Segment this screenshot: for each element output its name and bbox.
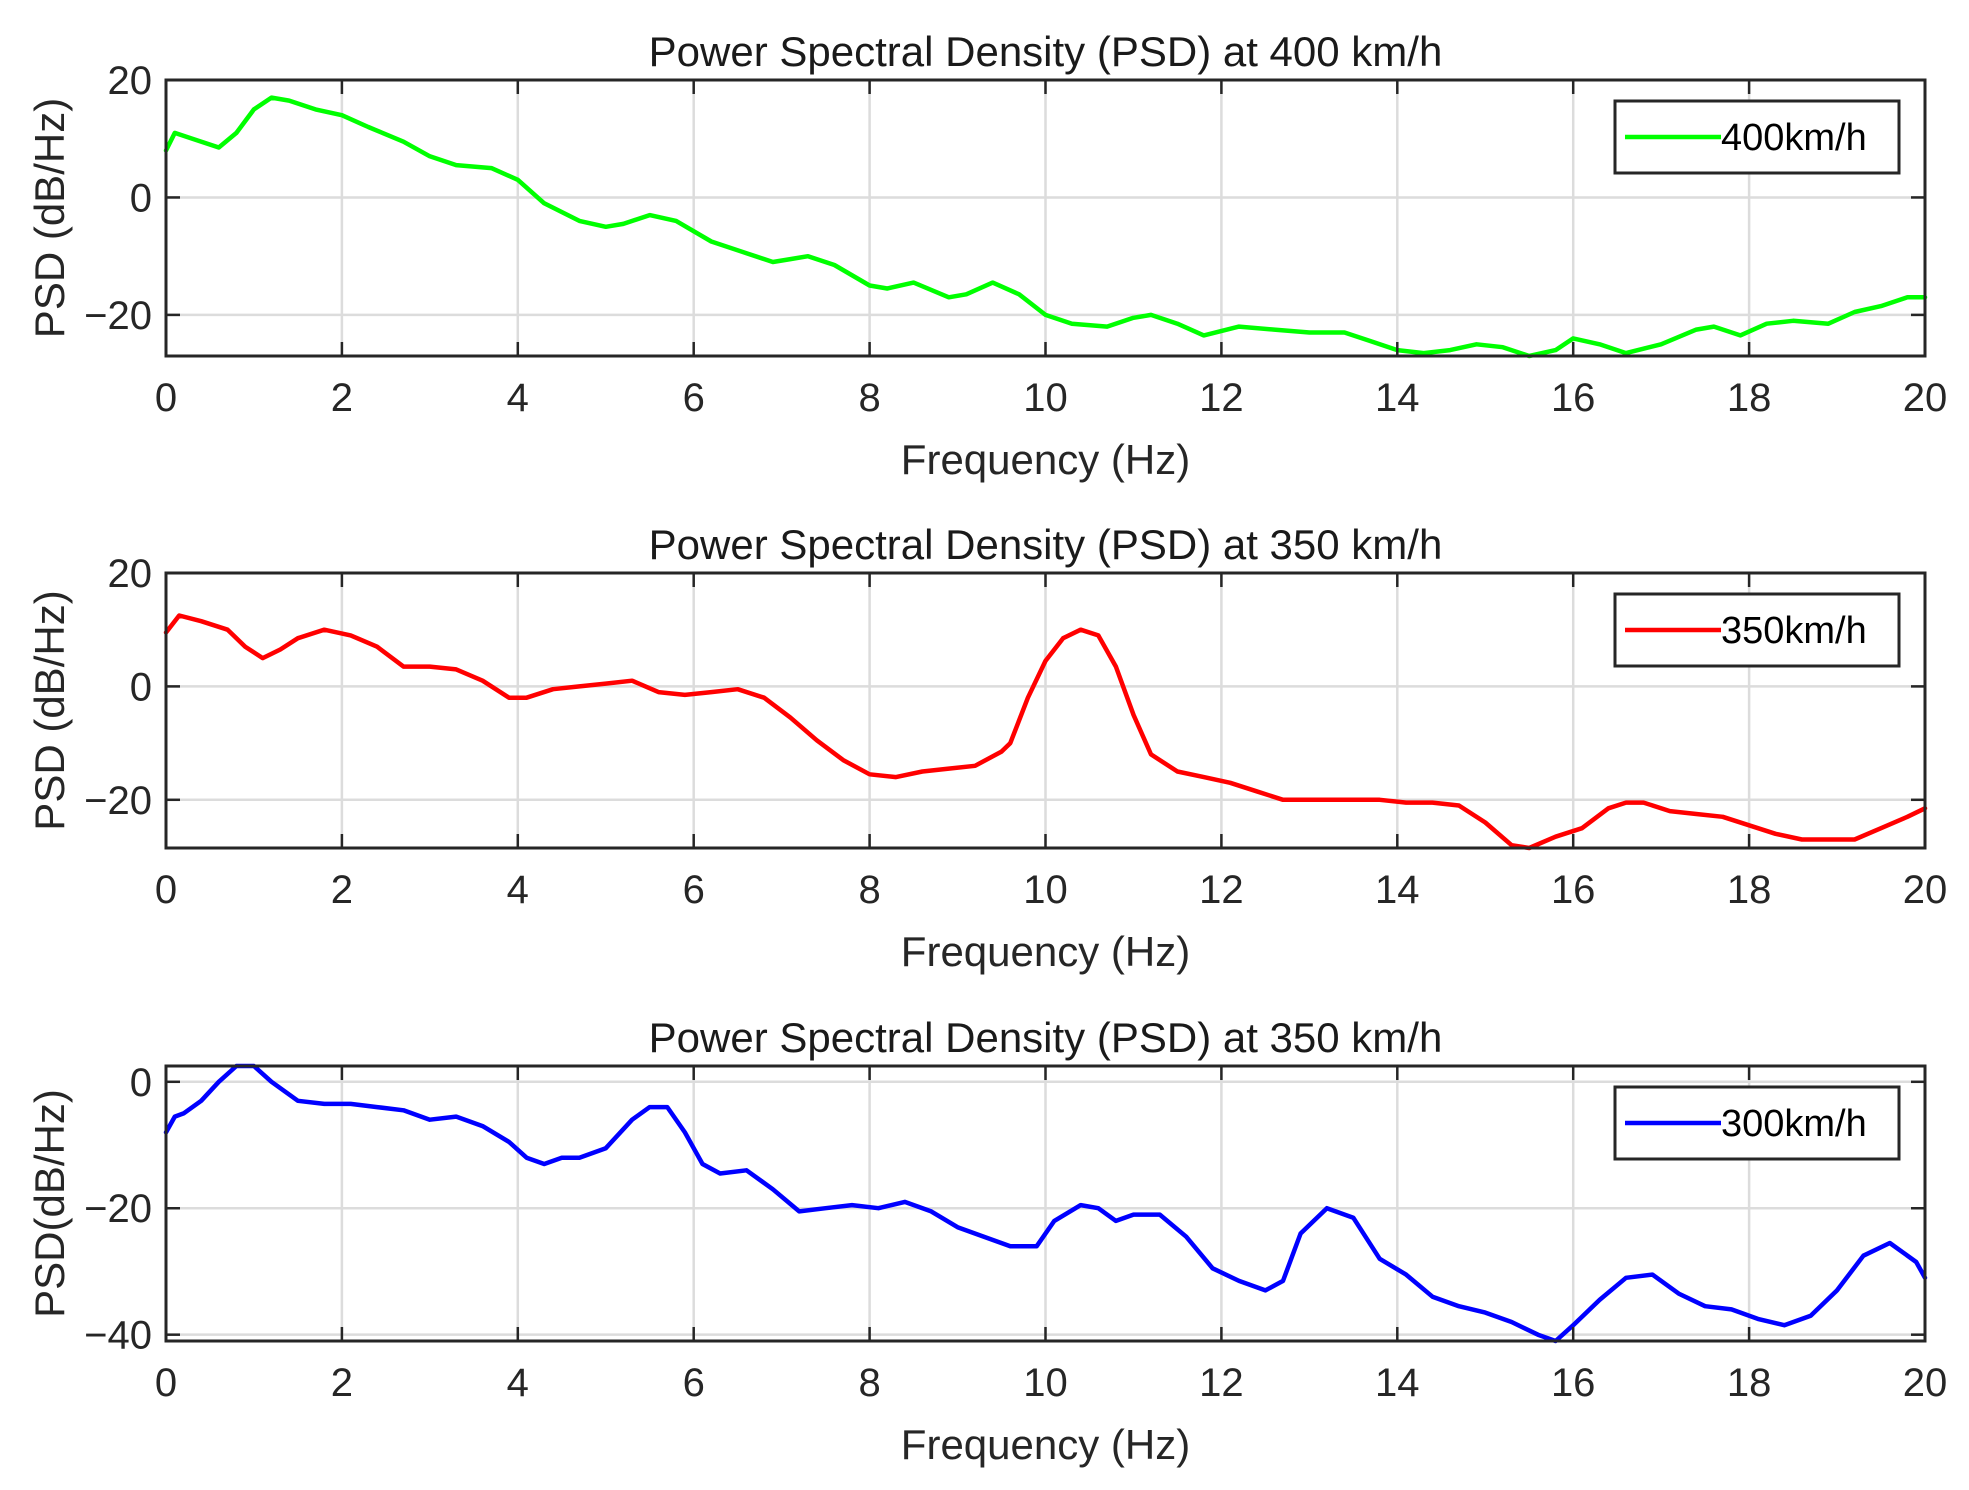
x-tick-label: 10 xyxy=(1023,376,1068,420)
y-axis-label: PSD (dB/Hz) xyxy=(26,98,73,338)
x-tick-label: 10 xyxy=(1023,1361,1068,1405)
y-tick-label: −40 xyxy=(84,1314,152,1358)
x-tick-label: 16 xyxy=(1551,376,1596,420)
x-tick-label: 18 xyxy=(1727,1361,1772,1405)
legend: 300km/h xyxy=(1613,1085,1901,1161)
x-tick-label: 6 xyxy=(683,868,705,912)
y-tick-label: −20 xyxy=(84,779,152,823)
y-tick-label: 0 xyxy=(130,1061,152,1105)
x-tick-label: 12 xyxy=(1199,1361,1244,1405)
y-axis-label: PSD(dB/Hz) xyxy=(26,1089,73,1318)
x-tick-label: 4 xyxy=(507,1361,529,1405)
legend-label: 300km/h xyxy=(1721,1103,1867,1145)
y-tick-label: 0 xyxy=(130,665,152,709)
x-tick-label: 8 xyxy=(858,868,880,912)
y-tick-label: −20 xyxy=(84,294,152,338)
legend-box xyxy=(1613,1085,1901,1161)
series-line-350km/h xyxy=(163,613,1928,851)
y-tick-label: 20 xyxy=(108,552,153,596)
chart-title: Power Spectral Density (PSD) at 350 km/h xyxy=(649,521,1443,568)
x-tick-label: 20 xyxy=(1903,376,1948,420)
chart-title: Power Spectral Density (PSD) at 350 km/h xyxy=(649,1014,1443,1061)
x-tick-label: 20 xyxy=(1903,868,1948,912)
y-tick-label: 20 xyxy=(108,59,153,103)
x-tick-label: 8 xyxy=(858,376,880,420)
x-tick-label: 6 xyxy=(683,1361,705,1405)
x-tick-label: 2 xyxy=(331,1361,353,1405)
x-tick-label: 6 xyxy=(683,376,705,420)
x-axis-label: Frequency (Hz) xyxy=(901,1421,1190,1468)
x-axis-label: Frequency (Hz) xyxy=(901,436,1190,483)
legend: 400km/h xyxy=(1613,99,1901,175)
x-tick-label: 14 xyxy=(1375,868,1420,912)
subplot-2: 0 2 4 6 8 10 12 14 16 18 20 −20 0 20 Power Spectral De… xyxy=(26,521,1947,975)
x-tick-label: 20 xyxy=(1903,1361,1948,1405)
x-tick-label: 18 xyxy=(1727,376,1772,420)
x-tick-label: 12 xyxy=(1199,376,1244,420)
x-tick-label: 16 xyxy=(1551,868,1596,912)
x-tick-label: 4 xyxy=(507,376,529,420)
y-tick-label: −20 xyxy=(84,1187,152,1231)
x-tick-label: 0 xyxy=(155,376,177,420)
x-tick-label: 4 xyxy=(507,868,529,912)
x-tick-label: 10 xyxy=(1023,868,1068,912)
x-tick-label: 0 xyxy=(155,868,177,912)
x-tick-label: 2 xyxy=(331,868,353,912)
y-tick-label: 0 xyxy=(130,176,152,220)
chart-title: Power Spectral Density (PSD) at 400 km/h xyxy=(649,28,1443,75)
x-tick-label: 14 xyxy=(1375,1361,1420,1405)
series-line-400km/h xyxy=(163,95,1928,359)
x-tick-label: 14 xyxy=(1375,376,1420,420)
x-tick-label: 0 xyxy=(155,1361,177,1405)
legend-label: 350km/h xyxy=(1721,610,1867,652)
series-line-300km/h xyxy=(163,1063,1928,1344)
x-tick-label: 18 xyxy=(1727,868,1772,912)
x-tick-label: 12 xyxy=(1199,868,1244,912)
x-tick-label: 16 xyxy=(1551,1361,1596,1405)
x-tick-label: 8 xyxy=(858,1361,880,1405)
x-axis-label: Frequency (Hz) xyxy=(901,928,1190,975)
x-tick-label: 2 xyxy=(331,376,353,420)
legend-label: 400km/h xyxy=(1721,117,1867,159)
legend: 350km/h xyxy=(1613,592,1901,668)
subplot-3: 0 2 4 6 8 10 12 14 16 18 20 −40 −20 0 Power Spectral D… xyxy=(26,1014,1947,1468)
y-axis-label: PSD (dB/Hz) xyxy=(26,590,73,830)
